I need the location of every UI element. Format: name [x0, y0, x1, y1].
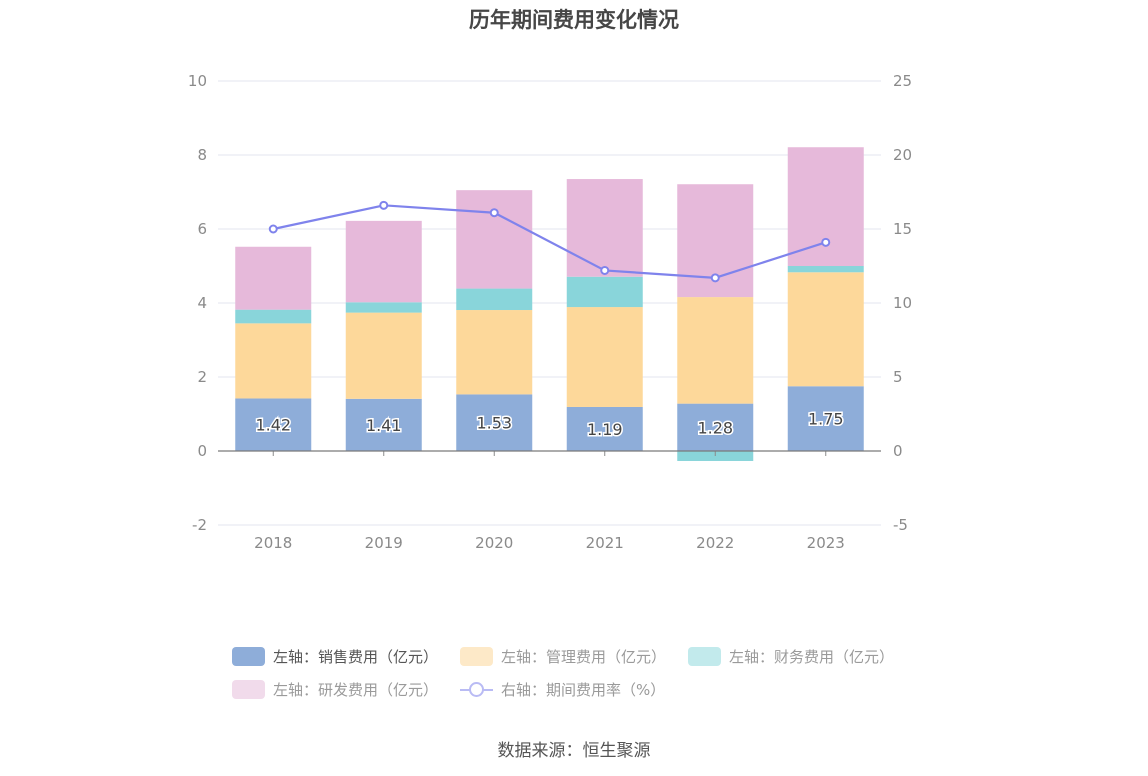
bar-segment-2	[787, 266, 864, 273]
right-tick-label: 5	[893, 368, 903, 386]
left-tick-label: 10	[188, 72, 207, 90]
bar-segment-1	[456, 310, 533, 395]
x-tick-label: 2023	[807, 534, 845, 552]
bar-segment-0	[787, 386, 864, 451]
legend-label-finance: 左轴：财务费用（亿元）	[729, 648, 895, 666]
bar-segment-0	[345, 398, 422, 451]
legend-swatch-admin	[460, 647, 494, 666]
bar-segment-1	[345, 312, 422, 399]
left-tick-label: 4	[197, 294, 207, 312]
bar-data-label: 1.28	[697, 418, 733, 437]
right-tick-label: 25	[893, 72, 912, 90]
data-source: 数据来源：恒生聚源	[497, 741, 651, 761]
legend-label-expense-rate: 右轴：期间费用率（%）	[501, 681, 666, 699]
bar-segment-0	[235, 398, 312, 451]
right-tick-label: -5	[893, 516, 908, 534]
legend-item-finance[interactable]: 左轴：财务费用（亿元）	[688, 646, 894, 667]
expense-rate-point	[600, 265, 610, 275]
legend-item-sales[interactable]: 左轴：销售费用（亿元）	[232, 646, 438, 667]
grid-layer	[218, 80, 881, 526]
bar-segment-1	[787, 272, 864, 387]
bar-segment-3	[235, 246, 312, 310]
bar-segment-3	[787, 147, 864, 266]
bar-segment-1	[235, 323, 312, 399]
expense-rate-point	[821, 237, 831, 247]
bar-segment-0	[456, 394, 533, 451]
expense-rate-point	[489, 208, 499, 218]
line-layer	[268, 200, 831, 283]
legend-swatch-finance	[688, 647, 722, 666]
x-tick-label: 2020	[475, 534, 513, 552]
legend-item-admin[interactable]: 左轴：管理费用（亿元）	[460, 646, 666, 667]
legend-line-expense-rate	[460, 680, 494, 699]
chart-title: 历年期间费用变化情况	[469, 8, 679, 32]
right-tick-label: 10	[893, 294, 912, 312]
bar-segment-1	[677, 297, 754, 404]
legend-row-2: 左轴：研发费用（亿元） 右轴：期间费用率（%）	[232, 673, 932, 706]
legend-swatch-rd	[232, 680, 265, 699]
bar-data-label: 1.53	[476, 414, 512, 433]
bar-segment-2	[235, 309, 312, 324]
right-tick-label: 15	[893, 220, 912, 238]
x-tick-label: 2022	[696, 534, 734, 552]
bar-label-layer: 1.42 1.41 1.53 1.19 1.28 1.75	[254, 408, 845, 440]
bar-data-label: 1.19	[587, 420, 623, 439]
left-tick-label: 0	[197, 442, 207, 460]
right-tick-label: 20	[893, 146, 912, 164]
x-tick-label: 2018	[254, 534, 292, 552]
left-tick-label: 8	[197, 146, 207, 164]
legend: 左轴：销售费用（亿元） 左轴：管理费用（亿元） 左轴：财务费用（亿元） 左轴：研…	[232, 640, 932, 706]
bar-layer	[235, 147, 864, 461]
bar-segment-2	[456, 288, 533, 311]
x-tick-label: 2021	[586, 534, 624, 552]
bar-segment-0	[677, 403, 754, 451]
expense-rate-point	[710, 273, 720, 283]
expense-rate-line	[273, 204, 827, 279]
legend-label-rd: 左轴：研发费用（亿元）	[273, 681, 439, 699]
legend-item-rd[interactable]: 左轴：研发费用（亿元）	[232, 679, 438, 700]
bar-segment-3	[566, 179, 643, 277]
bar-data-label: 1.41	[366, 416, 402, 435]
bar-segment-1	[566, 307, 643, 407]
bar-segment-3	[456, 190, 533, 289]
expense-rate-point	[379, 200, 389, 210]
right-tick-label: 0	[893, 442, 903, 460]
legend-label-admin: 左轴：管理费用（亿元）	[501, 648, 667, 666]
left-tick-label: 6	[197, 220, 207, 238]
bar-segment-2	[566, 276, 643, 308]
legend-item-expense-rate[interactable]: 右轴：期间费用率（%）	[460, 679, 665, 700]
expense-rate-point	[268, 224, 278, 234]
legend-label-sales: 左轴：销售费用（亿元）	[273, 648, 439, 666]
x-tick-label: 2019	[365, 534, 403, 552]
legend-swatch-sales	[232, 647, 265, 666]
legend-row-1: 左轴：销售费用（亿元） 左轴：管理费用（亿元） 左轴：财务费用（亿元）	[232, 640, 932, 673]
left-tick-label: -2	[192, 516, 207, 534]
bar-data-label: 1.42	[255, 416, 291, 435]
bar-segment-0	[566, 406, 643, 451]
left-tick-label: 2	[197, 368, 207, 386]
bar-data-label: 1.75	[808, 410, 844, 429]
bar-segment-2	[345, 302, 422, 313]
bar-segment-3	[345, 220, 422, 303]
